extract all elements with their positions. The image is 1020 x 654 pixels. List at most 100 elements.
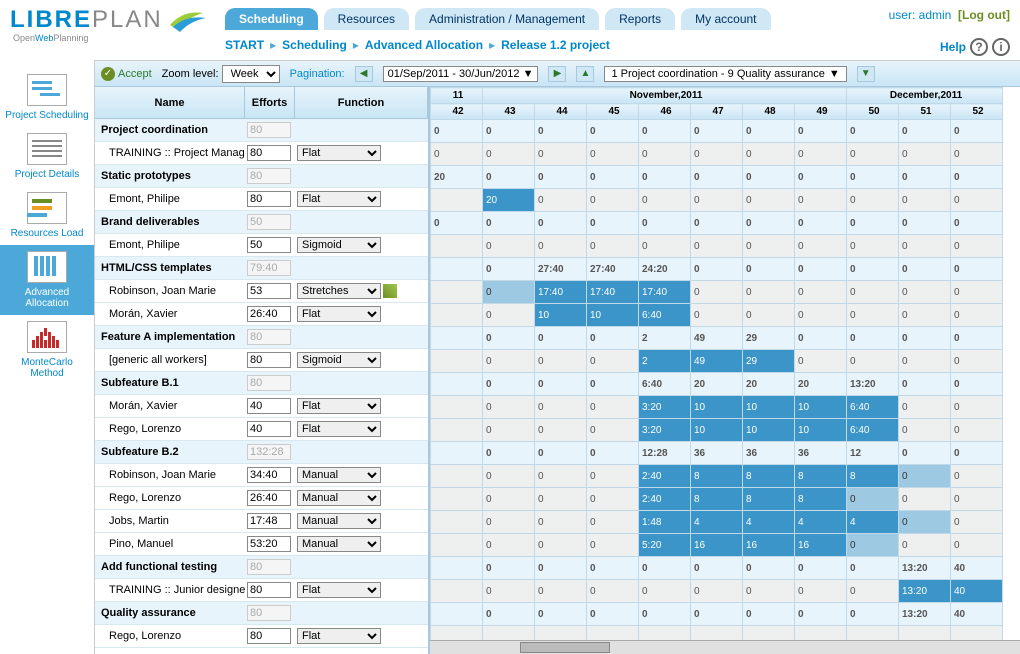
function-edit-icon[interactable] [383,284,397,298]
timeline-cell[interactable]: 0 [535,189,587,212]
effort-input[interactable] [247,145,291,161]
timeline-cell[interactable]: 0 [587,189,639,212]
timeline-cell[interactable]: 0 [639,235,691,258]
timeline-cell[interactable]: 0 [587,350,639,373]
timeline-cell[interactable]: 4 [743,511,795,534]
timeline-cell[interactable]: 0 [795,281,847,304]
timeline-cell[interactable]: 0 [847,143,899,166]
function-select[interactable]: FlatSigmoidStretchesManual [297,283,381,299]
function-select[interactable]: FlatSigmoidStretchesManual [297,306,381,322]
effort-input[interactable] [247,352,291,368]
timeline-cell[interactable]: 0 [847,488,899,511]
sidebar-item-resources-load[interactable]: Resources Load [0,186,94,245]
timeline-cell[interactable]: 5:20 [639,534,691,557]
timeline-cell[interactable] [431,534,483,557]
timeline-cell[interactable]: 10 [743,419,795,442]
timeline-cell[interactable]: 0 [535,350,587,373]
function-edit-icon[interactable] [383,537,397,551]
timeline-cell[interactable]: 10 [535,304,587,327]
timeline-cell[interactable]: 0 [951,396,1003,419]
function-edit-icon[interactable] [383,514,397,528]
timeline-cell[interactable]: 0 [483,488,535,511]
daterange-select[interactable]: 01/Sep/2011 - 30/Jun/2012 ▼ [383,66,539,82]
timeline-cell[interactable]: 0 [951,465,1003,488]
help-icon[interactable]: ? [970,38,988,56]
timeline-cell[interactable]: 0 [535,235,587,258]
info-icon[interactable]: i [992,38,1010,56]
timeline-cell[interactable] [431,235,483,258]
timeline-cell[interactable]: 0 [847,235,899,258]
timeline-cell[interactable]: 0 [899,534,951,557]
timeline-cell[interactable]: 0 [743,235,795,258]
timeline-cell[interactable]: 0 [795,189,847,212]
timeline-cell[interactable]: 0 [899,511,951,534]
timeline-cell[interactable] [431,511,483,534]
timeline-cell[interactable]: 0 [951,350,1003,373]
timeline-cell[interactable]: 0 [951,235,1003,258]
function-edit-icon[interactable] [383,146,397,160]
timeline-cell[interactable]: 17:40 [639,281,691,304]
timeline-cell[interactable] [431,304,483,327]
timeline-cell[interactable]: 0 [691,235,743,258]
timeline-cell[interactable]: 0 [951,488,1003,511]
timeline-cell[interactable]: 0 [691,281,743,304]
timeline-cell[interactable]: 49 [691,350,743,373]
timeline-cell[interactable]: 0 [587,534,639,557]
timeline-cell[interactable]: 10 [691,396,743,419]
timeline-cell[interactable]: 0 [587,511,639,534]
timeline-cell[interactable]: 10 [743,396,795,419]
function-select[interactable]: FlatSigmoidStretchesManual [297,421,381,437]
timeline-cell[interactable]: 0 [587,488,639,511]
timeline-cell[interactable]: 0 [483,235,535,258]
timeline-cell[interactable]: 0 [587,143,639,166]
breadcrumb-item[interactable]: START [225,38,264,52]
effort-input[interactable] [247,490,291,506]
function-edit-icon[interactable] [383,468,397,482]
timeline-cell[interactable]: 0 [951,304,1003,327]
timeline-cell[interactable]: 0 [951,419,1003,442]
tab-scheduling[interactable]: Scheduling [225,8,318,30]
timeline-cell[interactable]: 17:40 [587,281,639,304]
effort-input[interactable] [247,306,291,322]
breadcrumb-item[interactable]: Advanced Allocation [365,38,483,52]
timeline-cell[interactable]: 2:40 [639,488,691,511]
effort-input[interactable] [247,191,291,207]
page-prev-button[interactable]: ◀ [355,66,373,82]
timeline-cell[interactable]: 0 [691,580,743,603]
timeline-cell[interactable]: 0 [847,534,899,557]
timeline-cell[interactable]: 0 [743,281,795,304]
timeline-cell[interactable] [431,189,483,212]
effort-input[interactable] [247,421,291,437]
effort-input[interactable] [247,536,291,552]
timeline-cell[interactable]: 0 [795,580,847,603]
timeline-cell[interactable]: 0 [587,419,639,442]
timeline-cell[interactable]: 4 [691,511,743,534]
timeline-cell[interactable]: 0 [847,189,899,212]
timeline-cell[interactable]: 0 [535,488,587,511]
timeline-cell[interactable]: 0 [899,281,951,304]
effort-input[interactable] [247,283,291,299]
function-edit-icon[interactable] [383,491,397,505]
function-select[interactable]: FlatSigmoidStretchesManual [297,237,381,253]
timeline-cell[interactable]: 4 [847,511,899,534]
timeline-cell[interactable]: 3:20 [639,396,691,419]
timeline-cell[interactable]: 0 [483,281,535,304]
tab-resources[interactable]: Resources [324,8,409,30]
sidebar-item-montecarlo-method[interactable]: MonteCarlo Method [0,315,94,385]
timeline-cell[interactable]: 16 [691,534,743,557]
breadcrumb-item[interactable]: Release 1.2 project [501,38,610,52]
sidebar-item-advanced-allocation[interactable]: Advanced Allocation [0,245,94,315]
timeline-cell[interactable]: 0 [587,396,639,419]
effort-input[interactable] [247,398,291,414]
timeline-cell[interactable]: 8 [847,465,899,488]
timeline-cell[interactable]: 0 [535,580,587,603]
timeline-cell[interactable]: 0 [535,465,587,488]
timeline-cell[interactable]: 8 [743,488,795,511]
timeline-cell[interactable] [431,350,483,373]
project-span-select[interactable]: 1 Project coordination - 9 Quality assur… [604,66,846,82]
function-edit-icon[interactable] [383,238,397,252]
timeline-cell[interactable]: 16 [743,534,795,557]
timeline-cell[interactable]: 10 [795,419,847,442]
timeline-cell[interactable]: 0 [743,304,795,327]
effort-input[interactable] [247,582,291,598]
